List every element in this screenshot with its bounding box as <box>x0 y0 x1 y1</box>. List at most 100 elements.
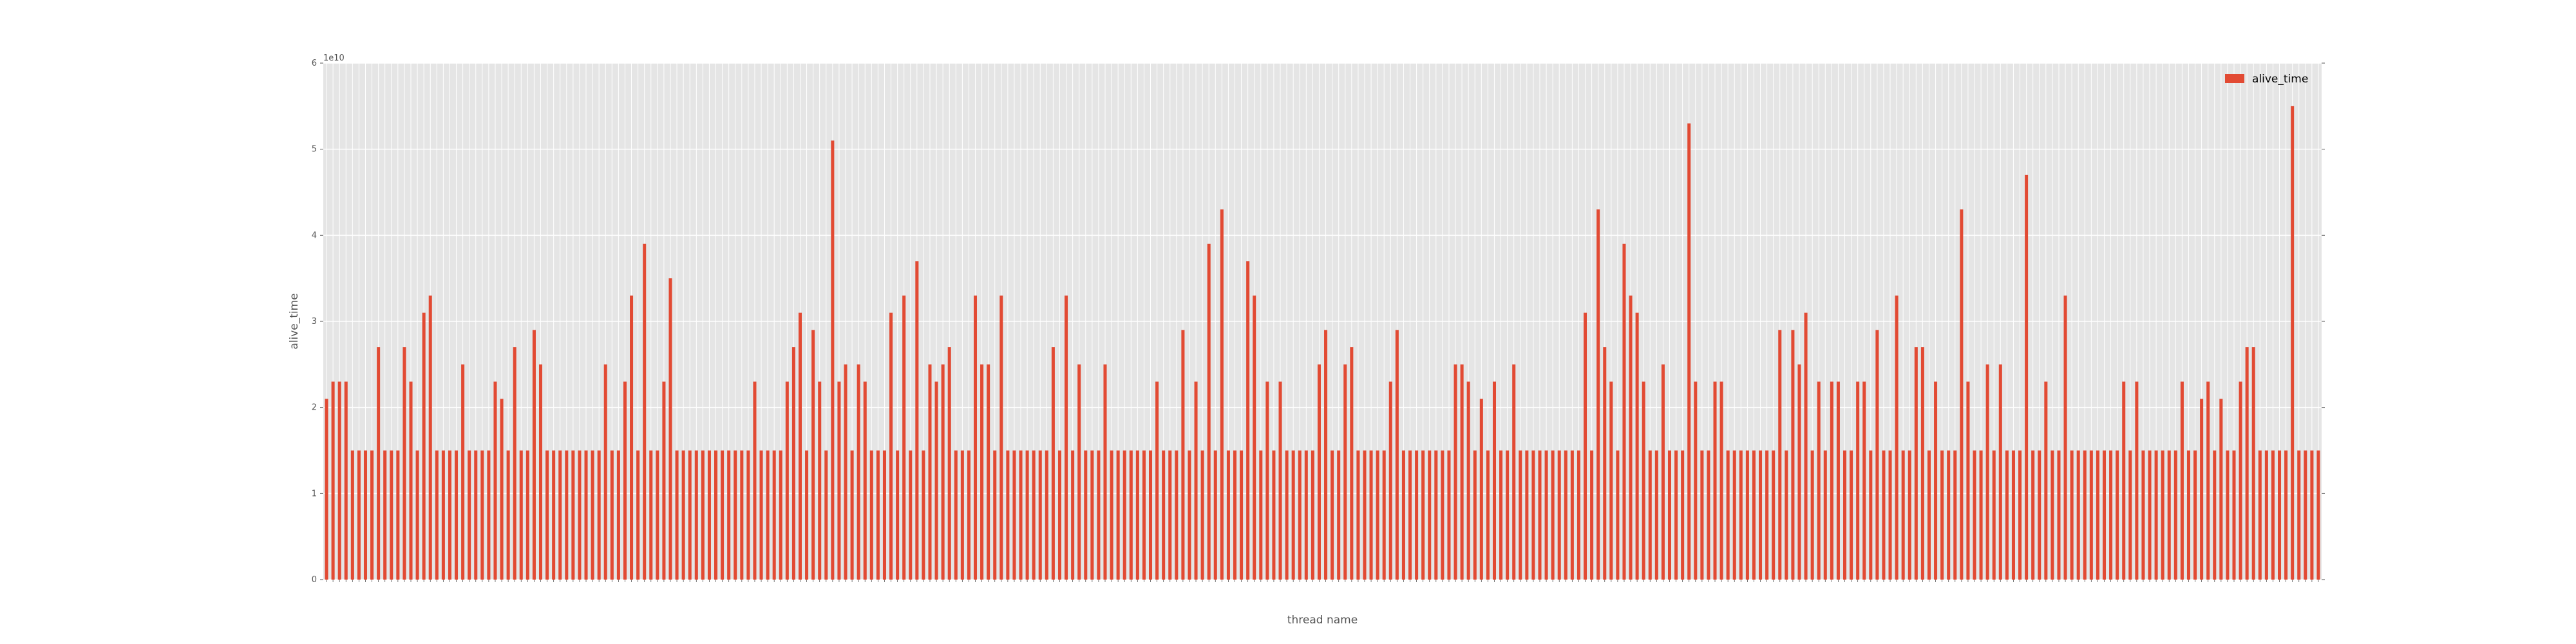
bar <box>831 140 835 580</box>
bar <box>1882 450 1886 580</box>
bar <box>876 450 880 580</box>
bar <box>2226 450 2230 580</box>
bar <box>1259 450 1263 580</box>
bar <box>1992 450 1996 580</box>
bar <box>1519 450 1522 580</box>
bar <box>1817 381 1821 580</box>
bar <box>857 364 860 580</box>
bar <box>1830 381 1833 580</box>
x-axis-label: thread name <box>1287 614 1358 627</box>
bar <box>1090 450 1094 580</box>
bar <box>2141 450 2145 580</box>
bar <box>1006 450 1010 580</box>
bar <box>1901 450 1905 580</box>
bar <box>1681 450 1685 580</box>
bar <box>584 450 588 580</box>
bar <box>1097 450 1101 580</box>
bar <box>409 381 413 580</box>
bar <box>1122 450 1126 580</box>
bar <box>1460 364 1464 580</box>
bar <box>2291 106 2295 580</box>
bar <box>934 381 938 580</box>
bar <box>1376 450 1379 580</box>
bar <box>688 450 692 580</box>
bar <box>1966 381 1970 580</box>
bar <box>1479 399 1483 580</box>
bar <box>2258 450 2262 580</box>
bar <box>1635 312 1639 580</box>
bar <box>636 450 640 580</box>
bar <box>1363 450 1367 580</box>
bar <box>1492 381 1496 580</box>
bar <box>2076 450 2080 580</box>
bar <box>1304 450 1308 580</box>
bar <box>1842 450 1847 580</box>
bar <box>896 450 900 580</box>
bar <box>909 450 913 580</box>
bar <box>1246 261 1250 580</box>
bar <box>1278 381 1282 580</box>
bar <box>1065 295 1068 580</box>
bar <box>1564 450 1567 580</box>
bar <box>662 381 666 580</box>
bar <box>337 381 341 580</box>
bar <box>526 450 529 580</box>
bar <box>987 364 990 580</box>
bar <box>1920 347 1924 580</box>
bar <box>1797 364 1801 580</box>
bar <box>1116 450 1120 580</box>
bar <box>616 450 620 580</box>
bar <box>1947 450 1951 580</box>
bar <box>973 295 978 580</box>
bar <box>558 450 562 580</box>
bar <box>1719 381 1723 580</box>
bar <box>721 450 724 580</box>
bar <box>1875 330 1879 580</box>
bar <box>675 450 679 580</box>
y-tick-label: 5 <box>312 145 317 155</box>
bar <box>1622 243 1626 580</box>
bar <box>428 295 432 580</box>
bar <box>1667 450 1672 580</box>
bar <box>1311 450 1314 580</box>
bar <box>999 295 1003 580</box>
bar <box>1785 450 1788 580</box>
bar <box>2316 450 2320 580</box>
bar <box>643 243 647 580</box>
bar <box>2089 450 2093 580</box>
bar <box>869 450 873 580</box>
bar <box>753 381 757 580</box>
bar <box>415 450 419 580</box>
bar <box>565 450 569 580</box>
bar <box>1661 364 1665 580</box>
bar <box>2174 450 2177 580</box>
bar <box>1428 450 1432 580</box>
bar <box>2239 381 2242 580</box>
bar <box>480 450 484 580</box>
bar <box>1570 450 1574 580</box>
bar <box>344 381 348 580</box>
bar <box>2050 450 2054 580</box>
bar <box>1454 364 1457 580</box>
bar <box>1434 450 1438 580</box>
bar <box>941 364 945 580</box>
bar <box>1584 312 1587 580</box>
bar <box>2102 450 2107 580</box>
bar <box>1317 364 1321 580</box>
bar <box>1226 450 1230 580</box>
bar <box>772 450 776 580</box>
bar <box>1908 450 1911 580</box>
bar <box>402 347 406 580</box>
bar <box>818 381 822 580</box>
bar <box>2070 450 2074 580</box>
bar <box>1045 450 1048 580</box>
bar <box>1544 450 1548 580</box>
bar <box>1421 450 1425 580</box>
bar <box>1791 330 1795 580</box>
bar <box>1350 347 1354 580</box>
bar <box>2297 450 2301 580</box>
bar <box>1895 295 1899 580</box>
bar <box>390 450 393 580</box>
bar <box>811 330 815 580</box>
bar <box>610 450 614 580</box>
